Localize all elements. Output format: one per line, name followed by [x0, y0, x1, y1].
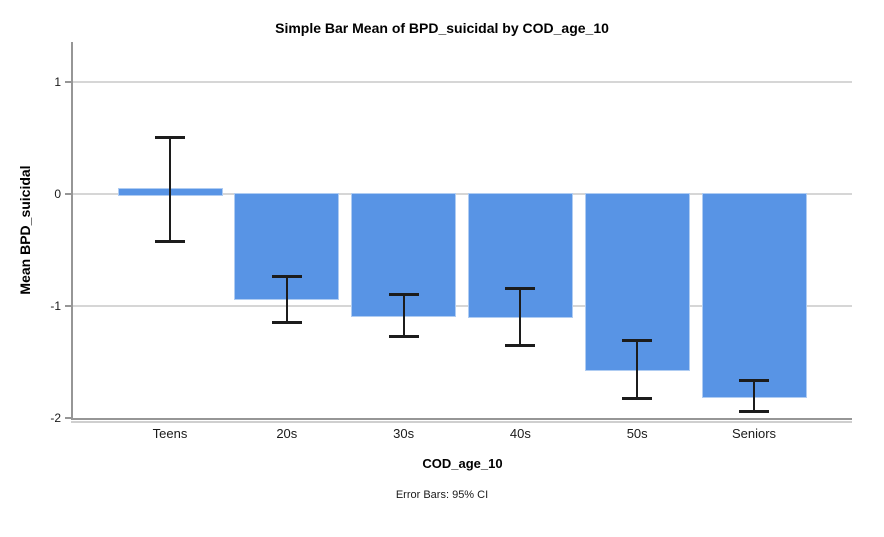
error-bar-cap-top-seniors [739, 378, 769, 382]
x-tick-label-40s: 40s [509, 426, 531, 441]
chart-title: Simple Bar Mean of BPD_suicidal by COD_a… [275, 20, 609, 36]
gridline-y-0 [73, 193, 852, 196]
error-bar-cap-bottom-50s [622, 396, 653, 400]
error-bar-cap-bottom-20s [271, 320, 302, 324]
y-axis-line [71, 42, 73, 420]
x-tick-label-seniors: Seniors [731, 426, 777, 441]
bar-seniors [701, 192, 807, 399]
y-tick-label--1: -1 [50, 299, 61, 314]
gridline-y--1 [73, 305, 852, 308]
y-tick-label--2: -2 [50, 411, 61, 425]
gridline-y-1 [73, 81, 852, 84]
error-bar-cap-bottom-30s [388, 335, 419, 339]
y-tick-label-1: 1 [54, 75, 61, 90]
y-tick-label-0: 0 [54, 187, 61, 202]
error-bar-cap-top-30s [388, 292, 419, 296]
error-bar-cap-bottom-seniors [739, 410, 769, 414]
x-axis-line-shadow [71, 421, 852, 423]
error-bar-30s [402, 293, 405, 338]
y-tick-mark--2 [65, 417, 71, 419]
error-bar-teens [169, 137, 171, 243]
error-bar-cap-bottom-teens [155, 240, 185, 244]
error-bar-cap-bottom-40s [505, 344, 536, 348]
x-tick-label-50s: 50s [626, 426, 648, 441]
error-bars-footnote: Error Bars: 95% CI [395, 489, 489, 501]
error-bar-cap-top-40s [505, 287, 536, 291]
error-bar-cap-top-teens [155, 136, 185, 140]
error-bar-seniors [753, 379, 755, 413]
error-bar-50s [636, 339, 639, 399]
y-tick-mark-0 [65, 193, 71, 196]
y-axis-title: Mean BPD_suicidal [17, 165, 33, 295]
y-tick-mark-1 [65, 81, 71, 84]
error-bar-40s [519, 288, 522, 347]
x-axis-line [71, 418, 852, 420]
x-tick-label-teens: Teens [152, 426, 188, 441]
x-tick-label-30s: 30s [393, 426, 415, 441]
error-bar-cap-top-20s [271, 274, 302, 278]
x-axis-title: COD_age_10 [422, 456, 503, 471]
error-bar-20s [285, 275, 288, 323]
y-tick-mark--1 [65, 305, 71, 308]
x-tick-label-20s: 20s [276, 426, 298, 441]
error-bar-cap-top-50s [622, 338, 653, 342]
